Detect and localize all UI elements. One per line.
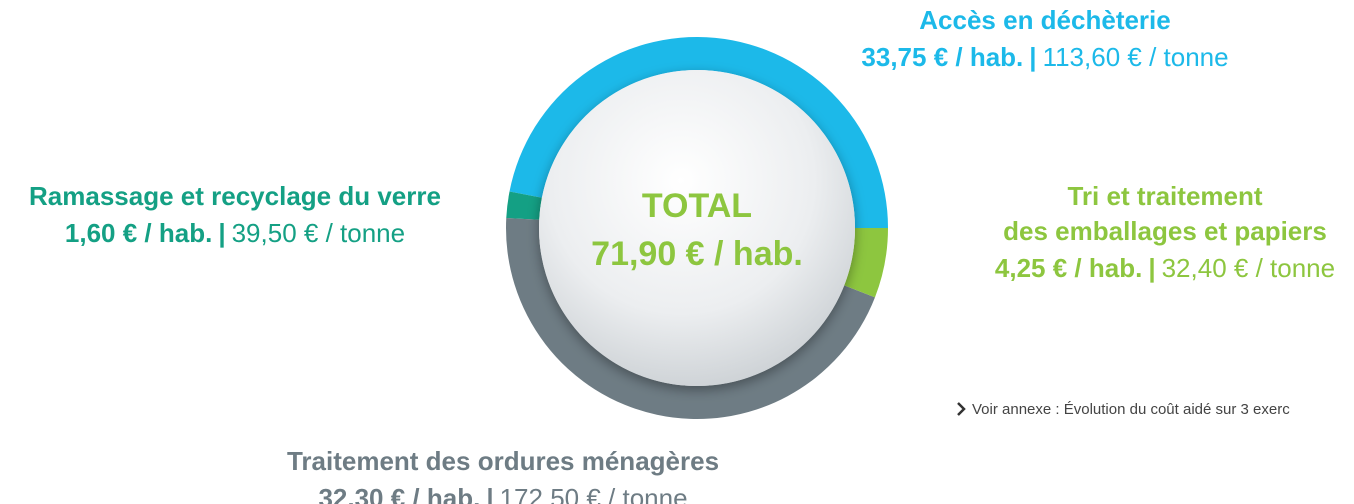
separator: | — [1148, 253, 1155, 283]
separator: | — [1029, 42, 1036, 72]
total-label: TOTAL — [642, 187, 752, 225]
donut-segment — [506, 191, 542, 220]
separator: | — [218, 218, 225, 248]
donut — [506, 36, 888, 420]
donut-segment — [844, 228, 888, 298]
hab-value: 4,25 € / hab. — [995, 253, 1142, 283]
donut-segment — [506, 217, 875, 420]
hab-value: 1,60 € / hab. — [65, 218, 212, 248]
segment-label: Traitement des ordures ménagères — [287, 446, 719, 476]
segment-values: 4,25 € / hab. | 32,40 € / tonne — [995, 253, 1335, 283]
segment-values: 33,75 € / hab. | 113,60 € / tonne — [861, 42, 1228, 72]
annotation-arrow — [957, 402, 966, 416]
total-value: 71,90 € / hab. — [591, 235, 803, 273]
segment-values: 1,60 € / hab. | 39,50 € / tonne — [65, 218, 405, 248]
center-disk — [539, 70, 855, 386]
separator: | — [486, 483, 493, 504]
hab-value: 33,75 € / hab. — [861, 42, 1023, 72]
tonne-value: 32,40 € / tonne — [1162, 253, 1335, 283]
annotation: Voir annexe : Évolution du coût aidé sur… — [972, 401, 1290, 418]
hab-value: 32,30 € / hab. — [318, 483, 480, 504]
segment-label: Accès en déchèterie — [919, 5, 1170, 35]
segment-label: Ramassage et recyclage du verre — [29, 181, 441, 211]
segment-values: 32,30 € / hab. | 172,50 € / tonne — [318, 483, 687, 504]
segment-label: Tri et traitement — [1067, 181, 1262, 211]
segment-label: des emballages et papiers — [1003, 216, 1327, 246]
tonne-value: 39,50 € / tonne — [232, 218, 405, 248]
tonne-value: 172,50 € / tonne — [500, 483, 688, 504]
tonne-value: 113,60 € / tonne — [1043, 42, 1229, 72]
donut-segment — [509, 36, 888, 228]
